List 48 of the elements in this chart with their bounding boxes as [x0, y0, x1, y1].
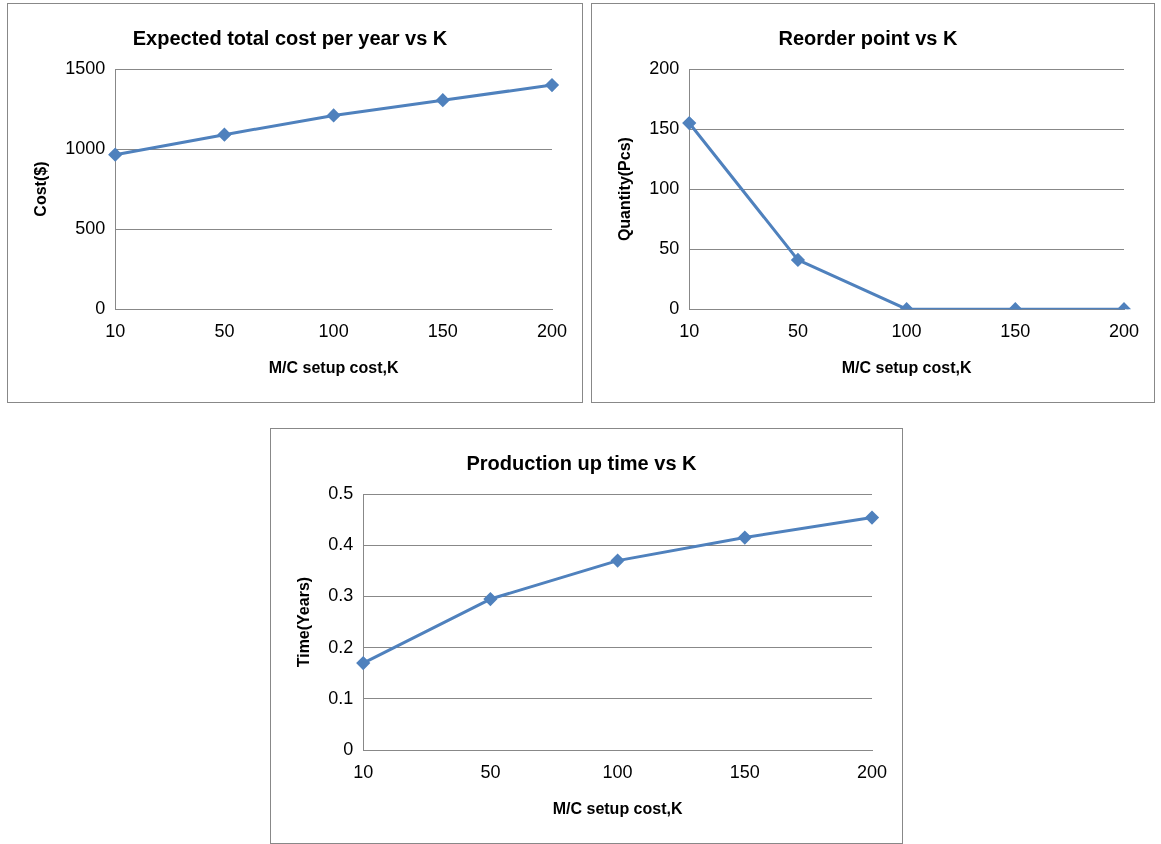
point: [545, 78, 559, 92]
x-tick-label: 200: [1108, 320, 1140, 341]
y-tick-label: 50: [659, 238, 680, 259]
x-tick-label: 50: [214, 320, 235, 341]
point: [356, 656, 370, 670]
y-tick-label: 0: [669, 298, 680, 319]
y-tick-label: 200: [649, 57, 680, 78]
x-tick-label: 150: [1000, 320, 1031, 341]
y-tick-label: 0: [95, 298, 106, 319]
x-tick-label: 10: [353, 761, 374, 782]
y-axis-title: Time(Years): [295, 576, 313, 668]
x-tick-label: 10: [105, 320, 126, 341]
x-tick-label: 200: [856, 761, 888, 782]
chart-title: Expected total cost per year vs K: [132, 26, 448, 49]
point: [865, 511, 879, 525]
x-tick-label: 200: [536, 320, 568, 341]
y-axis-title: Quantity(Pcs): [616, 137, 634, 242]
x-axis-title: M/C setup cost,K: [552, 799, 683, 817]
x-tick-label: 10: [679, 320, 700, 341]
x-axis-title: M/C setup cost,K: [268, 358, 399, 376]
x-tick-label: 150: [729, 761, 760, 782]
y-axis-title: Cost($): [32, 161, 50, 217]
x-axis-title: M/C setup cost,K: [841, 358, 972, 376]
point: [738, 531, 752, 545]
point: [483, 592, 497, 606]
x-tick-label: 100: [891, 320, 922, 341]
x-tick-label: 50: [787, 320, 808, 341]
x-tick-label: 100: [602, 761, 633, 782]
y-tick-label: 100: [649, 178, 680, 199]
y-tick-label: 500: [75, 218, 106, 239]
y-tick-label: 1000: [65, 138, 106, 159]
y-tick-label: 0: [343, 739, 354, 760]
point: [436, 93, 450, 107]
y-tick-label: 0.3: [328, 585, 354, 606]
chart-title: Reorder point vs K: [778, 26, 959, 49]
point: [327, 108, 341, 122]
point: [217, 128, 231, 142]
point: [108, 148, 122, 162]
chart-title: Production up time vs K: [466, 451, 698, 474]
x-tick-label: 150: [427, 320, 458, 341]
y-tick-label: 0.4: [328, 534, 354, 555]
x-tick-label: 50: [480, 761, 501, 782]
point: [611, 554, 625, 568]
y-tick-label: 150: [649, 118, 680, 139]
y-tick-label: 0.2: [328, 636, 354, 657]
y-tick-label: 0.5: [328, 482, 354, 503]
y-tick-label: 0.1: [328, 687, 354, 708]
y-tick-label: 1500: [65, 57, 106, 78]
